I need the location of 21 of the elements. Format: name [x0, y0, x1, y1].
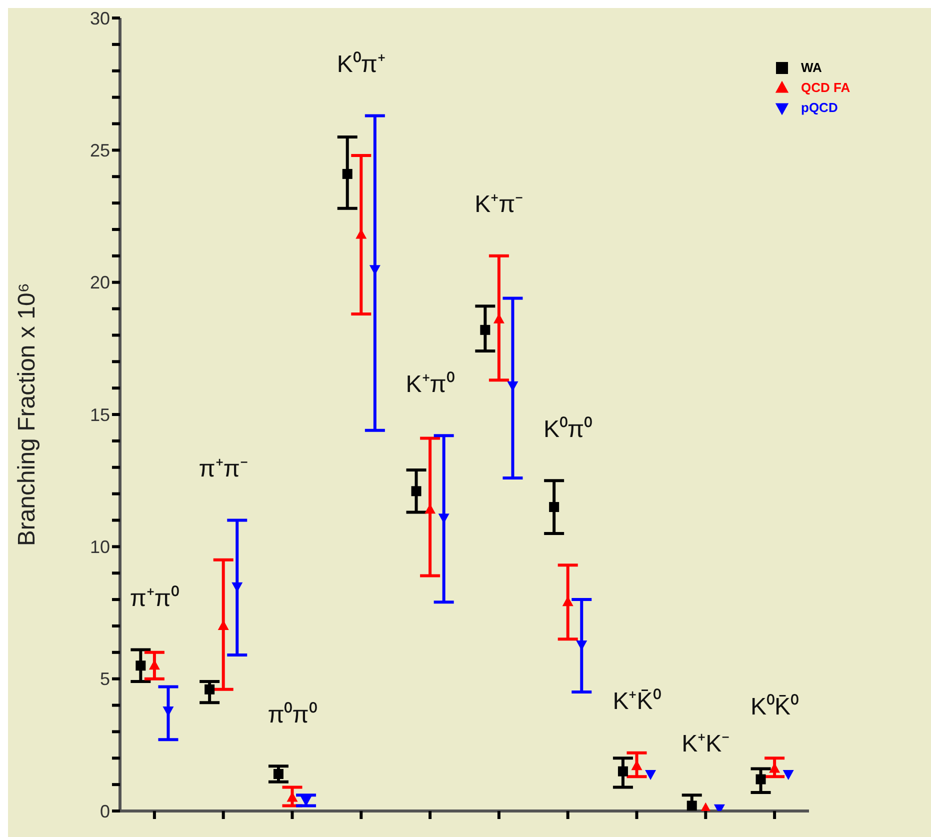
y-tick-label: 30 — [90, 8, 110, 28]
annotation: π⁺π⁰ — [130, 585, 180, 612]
annotation: π⁺π⁻ — [198, 456, 248, 483]
annotation: π⁰π⁰ — [268, 701, 317, 728]
annotation: K⁰π⁺ — [336, 51, 386, 78]
annotation: K⁰π⁰ — [544, 416, 592, 443]
legend-label: QCD FA — [801, 79, 850, 97]
annotation: K⁺π⁰ — [406, 370, 454, 398]
annotation: K⁰K̄⁰ — [750, 693, 799, 720]
y-axis-title: Branching Fraction x 10⁶ — [14, 282, 41, 546]
legend-label: WA — [801, 59, 822, 77]
annotation: K⁺K̄⁰ — [612, 688, 661, 716]
y-tick-label: 25 — [90, 140, 110, 161]
annotation: K⁺π⁻ — [474, 191, 524, 218]
legend-label: pQCD — [801, 99, 838, 117]
y-tick-label: 15 — [90, 404, 110, 425]
y-tick-label: 5 — [100, 669, 110, 690]
y-tick-label: 10 — [90, 537, 110, 558]
y-tick-label: 20 — [90, 272, 110, 293]
annotation: K⁺K⁻ — [682, 730, 730, 758]
y-tick-label: 0 — [100, 801, 110, 822]
